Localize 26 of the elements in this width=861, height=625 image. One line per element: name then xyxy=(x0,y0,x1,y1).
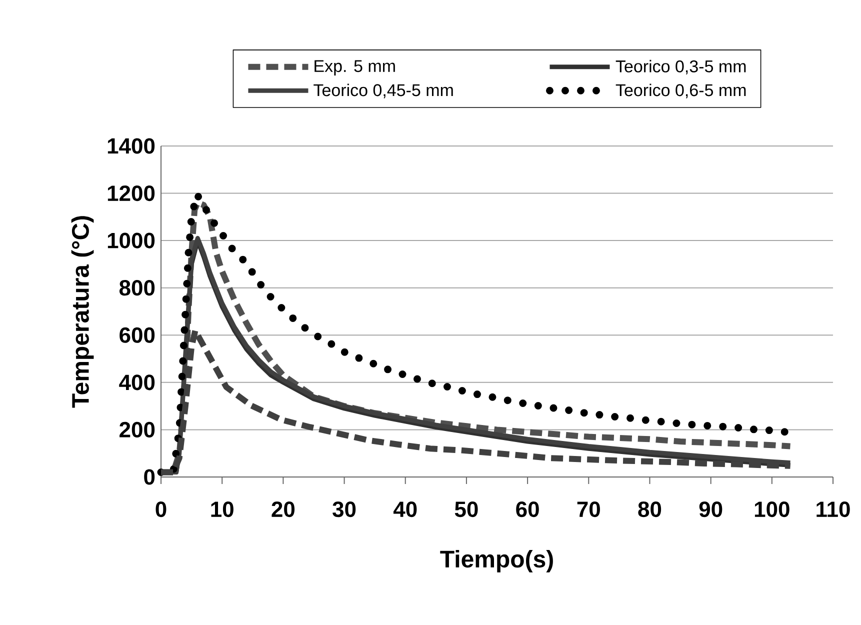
x-tick-label: 100 xyxy=(754,502,790,518)
legend-label: Teorico 0,6-5 mm xyxy=(616,84,746,98)
y-tick-label: 600 xyxy=(120,327,155,343)
x-tick-label: 60 xyxy=(516,502,539,518)
y-tick-label: 400 xyxy=(119,374,155,390)
x-tick-label: 70 xyxy=(577,502,600,518)
x-tick-label: 20 xyxy=(272,502,295,518)
y-axis-title: Temperatura (°C) xyxy=(71,216,94,408)
x-tick-label: 80 xyxy=(638,502,662,518)
x-axis-title: Tiempo(s) xyxy=(440,550,553,572)
x-tick-label: 110 xyxy=(816,502,850,518)
x-tick-label: 40 xyxy=(393,502,417,518)
legend-label: Teorico 0,3-5 mm xyxy=(616,60,746,74)
y-tick-label: 1000 xyxy=(108,232,155,248)
x-tick-label: 30 xyxy=(332,502,356,518)
x-tick-label: 90 xyxy=(699,502,722,518)
x-tick-label: 0 xyxy=(156,502,166,518)
legend-label: Exp. 5 mm xyxy=(314,60,395,76)
y-tick-label: 200 xyxy=(120,422,155,438)
y-tick-label: 1200 xyxy=(108,185,155,202)
x-tick-label: 50 xyxy=(454,502,478,518)
x-tick-label: 10 xyxy=(211,502,234,518)
y-tick-label: 1400 xyxy=(108,138,155,154)
y-tick-label: 800 xyxy=(119,280,155,296)
y-tick-label: 0 xyxy=(144,469,155,485)
legend-label: Teorico 0,45-5 mm xyxy=(314,84,453,98)
